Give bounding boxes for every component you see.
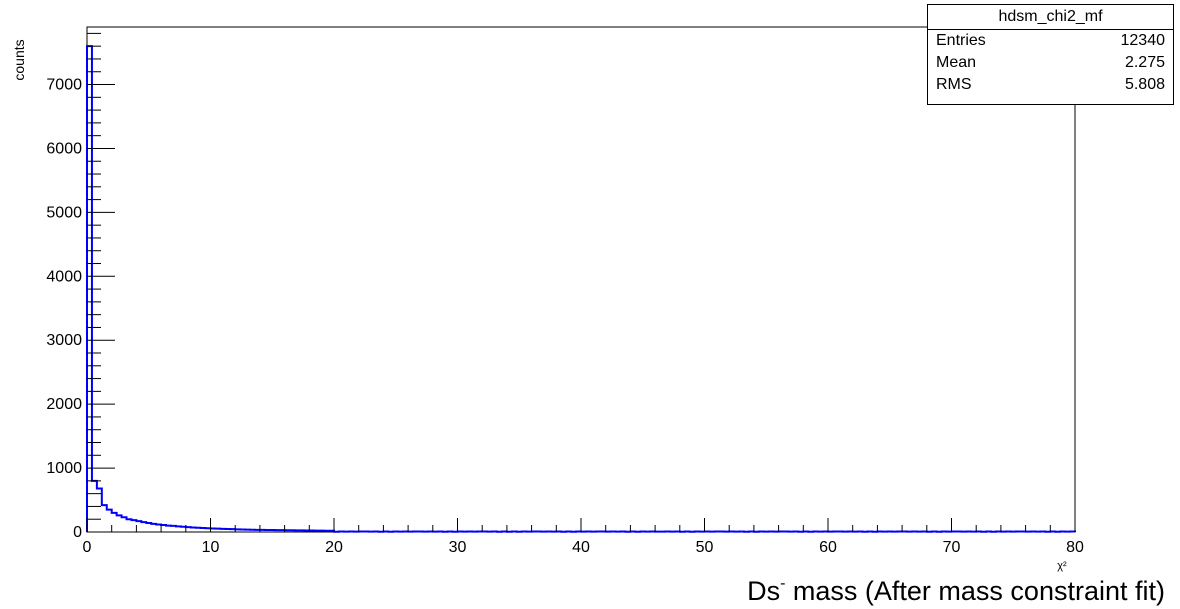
y-tick-label: 4000 <box>46 268 82 285</box>
x-tick-label: 40 <box>572 539 590 556</box>
y-tick-label: 3000 <box>46 332 82 349</box>
stats-rms-value: 5.808 <box>1124 76 1165 93</box>
x-axis-title-rest: mass (After mass constraint fit) <box>785 576 1165 606</box>
x-tick-label: 0 <box>83 539 92 556</box>
stats-entries-label: Entries <box>936 32 986 49</box>
stats-mean-value: 2.275 <box>1124 54 1165 71</box>
stats-row-entries: Entries 12340 <box>928 30 1173 52</box>
y-tick-label: 5000 <box>46 204 82 221</box>
stats-rms-label: RMS <box>936 76 972 93</box>
x-axis-title-main: Ds <box>747 576 780 606</box>
y-tick-label: 1000 <box>46 460 82 477</box>
y-tick-label: 6000 <box>46 140 82 157</box>
stats-row-mean: Mean 2.275 <box>928 52 1173 74</box>
x-tick-label: 70 <box>943 539 961 556</box>
x-tick-label: 10 <box>202 539 220 556</box>
y-axis-title: counts <box>11 39 27 80</box>
x-tick-label: 50 <box>696 539 714 556</box>
x-tick-label: 20 <box>325 539 343 556</box>
x-tick-label: 80 <box>1066 539 1084 556</box>
y-tick-label: 0 <box>73 524 82 541</box>
stats-row-rms: RMS 5.808 <box>928 74 1173 96</box>
x-axis-title: Ds- mass (After mass constraint fit) <box>747 575 1165 606</box>
x-tick-label: 60 <box>819 539 837 556</box>
y-tick-label: 7000 <box>46 77 82 94</box>
stats-title: hdsm_chi2_mf <box>928 5 1173 30</box>
stats-mean-label: Mean <box>936 54 977 71</box>
y-tick-label: 2000 <box>46 396 82 413</box>
stats-box: hdsm_chi2_mf Entries 12340 Mean 2.275 RM… <box>927 4 1174 105</box>
x-tick-label: 30 <box>449 539 467 556</box>
x-axis-unit: χ² <box>1057 560 1067 572</box>
x-axis-title-sup: - <box>780 575 785 592</box>
histogram-series <box>86 45 1076 533</box>
stats-entries-value: 12340 <box>1120 32 1166 49</box>
